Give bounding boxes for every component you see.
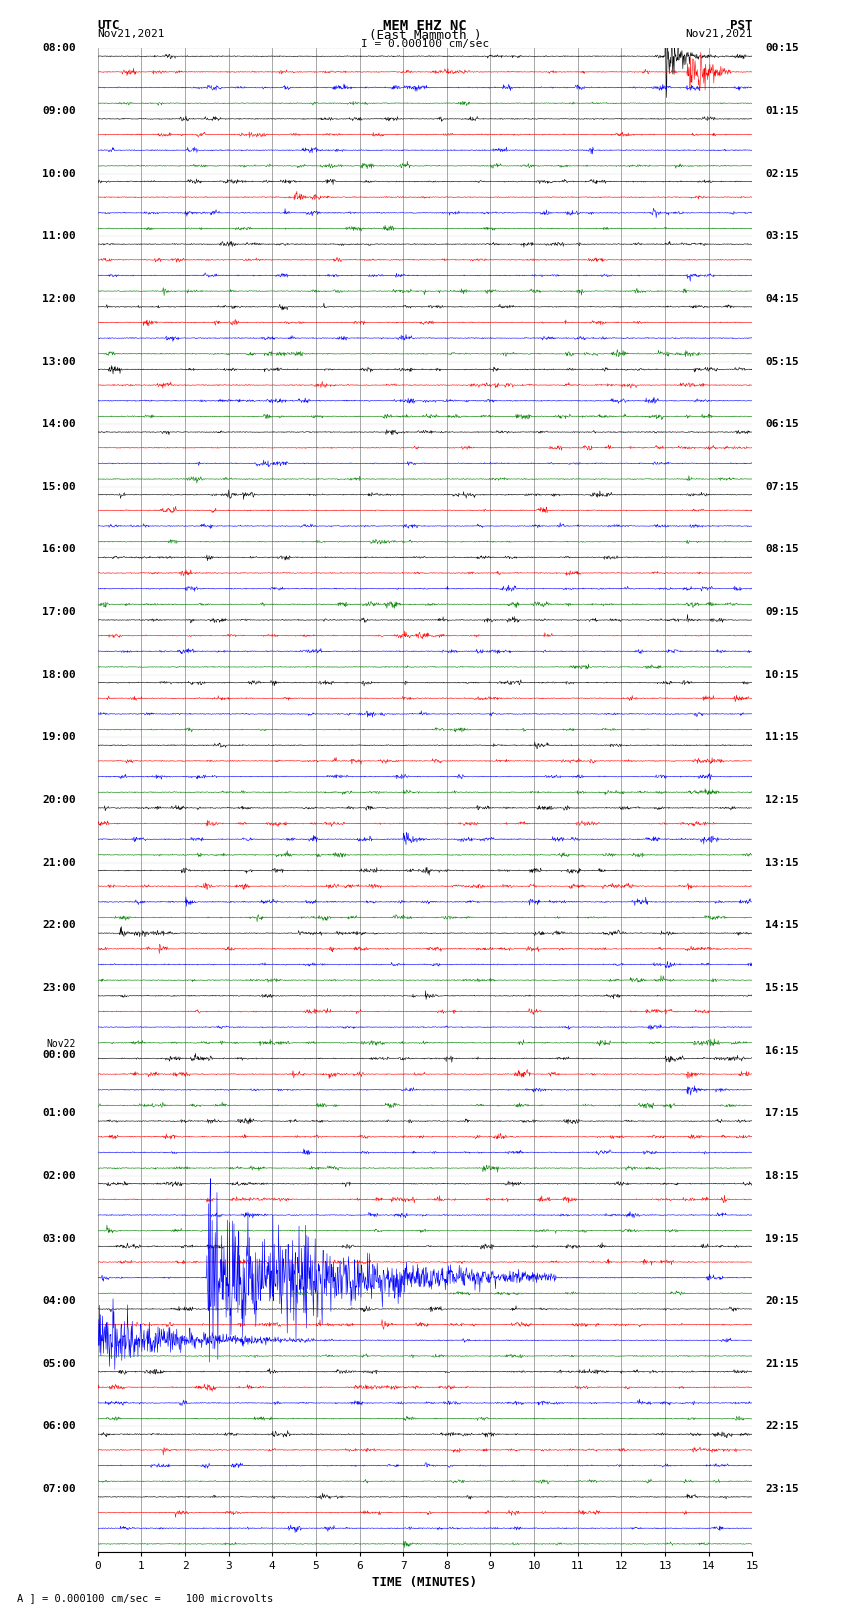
Text: 23:00: 23:00 [42, 982, 76, 994]
Text: 22:00: 22:00 [42, 921, 76, 931]
Text: 22:15: 22:15 [765, 1421, 799, 1431]
Text: 15:00: 15:00 [42, 482, 76, 492]
Text: 05:15: 05:15 [765, 356, 799, 366]
Text: 01:00: 01:00 [42, 1108, 76, 1118]
Text: 14:15: 14:15 [765, 921, 799, 931]
Text: 11:15: 11:15 [765, 732, 799, 742]
Text: 12:00: 12:00 [42, 294, 76, 303]
Text: 20:00: 20:00 [42, 795, 76, 805]
Text: 09:15: 09:15 [765, 606, 799, 618]
Text: 13:00: 13:00 [42, 356, 76, 366]
Text: 15:15: 15:15 [765, 982, 799, 994]
Text: 08:15: 08:15 [765, 545, 799, 555]
Text: 13:15: 13:15 [765, 858, 799, 868]
Text: PST: PST [730, 19, 752, 32]
Text: Nov22: Nov22 [47, 1039, 76, 1048]
Text: I = 0.000100 cm/sec: I = 0.000100 cm/sec [361, 39, 489, 48]
Text: Nov21,2021: Nov21,2021 [98, 29, 165, 39]
Text: 19:00: 19:00 [42, 732, 76, 742]
Text: 11:00: 11:00 [42, 231, 76, 242]
Text: 18:15: 18:15 [765, 1171, 799, 1181]
Text: 02:15: 02:15 [765, 169, 799, 179]
Text: 21:00: 21:00 [42, 858, 76, 868]
Text: 20:15: 20:15 [765, 1297, 799, 1307]
Text: 00:15: 00:15 [765, 44, 799, 53]
Text: 09:00: 09:00 [42, 106, 76, 116]
Text: (East Mammoth ): (East Mammoth ) [369, 29, 481, 42]
Text: 07:00: 07:00 [42, 1484, 76, 1494]
Text: 21:15: 21:15 [765, 1358, 799, 1369]
Text: 08:00: 08:00 [42, 44, 76, 53]
Text: 23:15: 23:15 [765, 1484, 799, 1494]
Text: 14:00: 14:00 [42, 419, 76, 429]
Text: 18:00: 18:00 [42, 669, 76, 679]
Text: 05:00: 05:00 [42, 1358, 76, 1369]
X-axis label: TIME (MINUTES): TIME (MINUTES) [372, 1576, 478, 1589]
Text: 04:00: 04:00 [42, 1297, 76, 1307]
Text: 03:00: 03:00 [42, 1234, 76, 1244]
Text: 01:15: 01:15 [765, 106, 799, 116]
Text: 06:15: 06:15 [765, 419, 799, 429]
Text: 12:15: 12:15 [765, 795, 799, 805]
Text: MEM EHZ NC: MEM EHZ NC [383, 19, 467, 34]
Text: 06:00: 06:00 [42, 1421, 76, 1431]
Text: 03:15: 03:15 [765, 231, 799, 242]
Text: UTC: UTC [98, 19, 120, 32]
Text: 16:15: 16:15 [765, 1045, 799, 1055]
Text: 17:00: 17:00 [42, 606, 76, 618]
Text: Nov21,2021: Nov21,2021 [685, 29, 752, 39]
Text: 16:00: 16:00 [42, 545, 76, 555]
Text: 00:00: 00:00 [42, 1050, 76, 1060]
Text: A ] = 0.000100 cm/sec =    100 microvolts: A ] = 0.000100 cm/sec = 100 microvolts [17, 1594, 273, 1603]
Text: 17:15: 17:15 [765, 1108, 799, 1118]
Text: 10:00: 10:00 [42, 169, 76, 179]
Text: 19:15: 19:15 [765, 1234, 799, 1244]
Text: 04:15: 04:15 [765, 294, 799, 303]
Text: 02:00: 02:00 [42, 1171, 76, 1181]
Text: 10:15: 10:15 [765, 669, 799, 679]
Text: 07:15: 07:15 [765, 482, 799, 492]
